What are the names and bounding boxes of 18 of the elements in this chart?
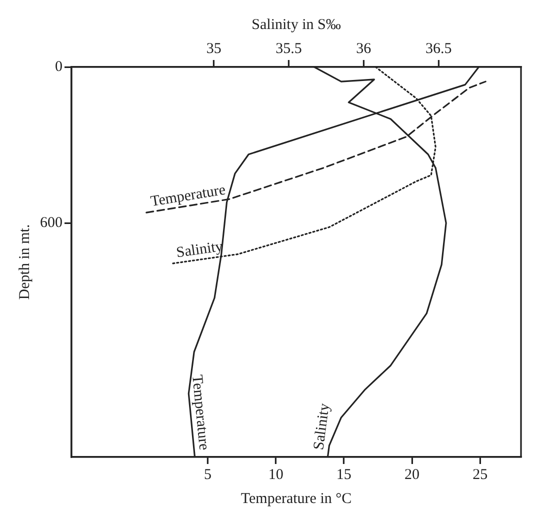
x-tick-label: 20 xyxy=(404,466,420,483)
text: Temperature xyxy=(188,374,212,452)
x2-tick-label: 36.5 xyxy=(425,40,452,57)
x-tick-label: 5 xyxy=(204,466,212,483)
x2-axis-title: Salinity in S‰ xyxy=(252,16,341,33)
x2-tick-label: 35 xyxy=(206,40,222,57)
x-tick-label: 25 xyxy=(472,466,488,483)
y-tick-label: 600 xyxy=(40,214,62,231)
y-tick-label: 0 xyxy=(55,58,62,75)
y-axis-title: Depth in mt. xyxy=(16,224,33,300)
x-tick-label: 15 xyxy=(336,466,352,483)
text: Salinity xyxy=(175,238,224,262)
x2-tick-label: 35.5 xyxy=(276,40,302,57)
x-tick-label: 10 xyxy=(268,466,284,483)
text: Salinity xyxy=(311,402,334,451)
x2-tick-label: 36 xyxy=(356,40,372,57)
x-axis-title: Temperature in °C xyxy=(240,490,352,507)
text: Temperature xyxy=(150,182,228,210)
